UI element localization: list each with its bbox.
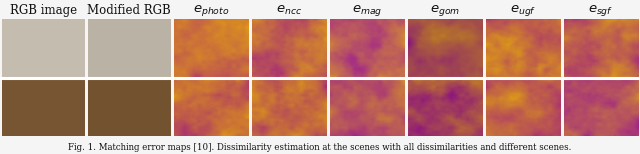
Text: $e_{ugf}$: $e_{ugf}$ <box>510 2 536 18</box>
Text: $e_{sgf}$: $e_{sgf}$ <box>588 2 614 18</box>
Text: RGB image: RGB image <box>10 4 77 16</box>
Text: Modified RGB: Modified RGB <box>88 4 172 16</box>
Text: Fig. 1. Matching error maps [10]. Dissimilarity estimation at the scenes with al: Fig. 1. Matching error maps [10]. Dissim… <box>68 143 572 152</box>
Text: $e_{photo}$: $e_{photo}$ <box>193 2 230 18</box>
Text: $e_{ncc}$: $e_{ncc}$ <box>276 3 302 17</box>
Text: $e_{mag}$: $e_{mag}$ <box>352 2 383 18</box>
Text: $e_{gom}$: $e_{gom}$ <box>430 2 460 18</box>
